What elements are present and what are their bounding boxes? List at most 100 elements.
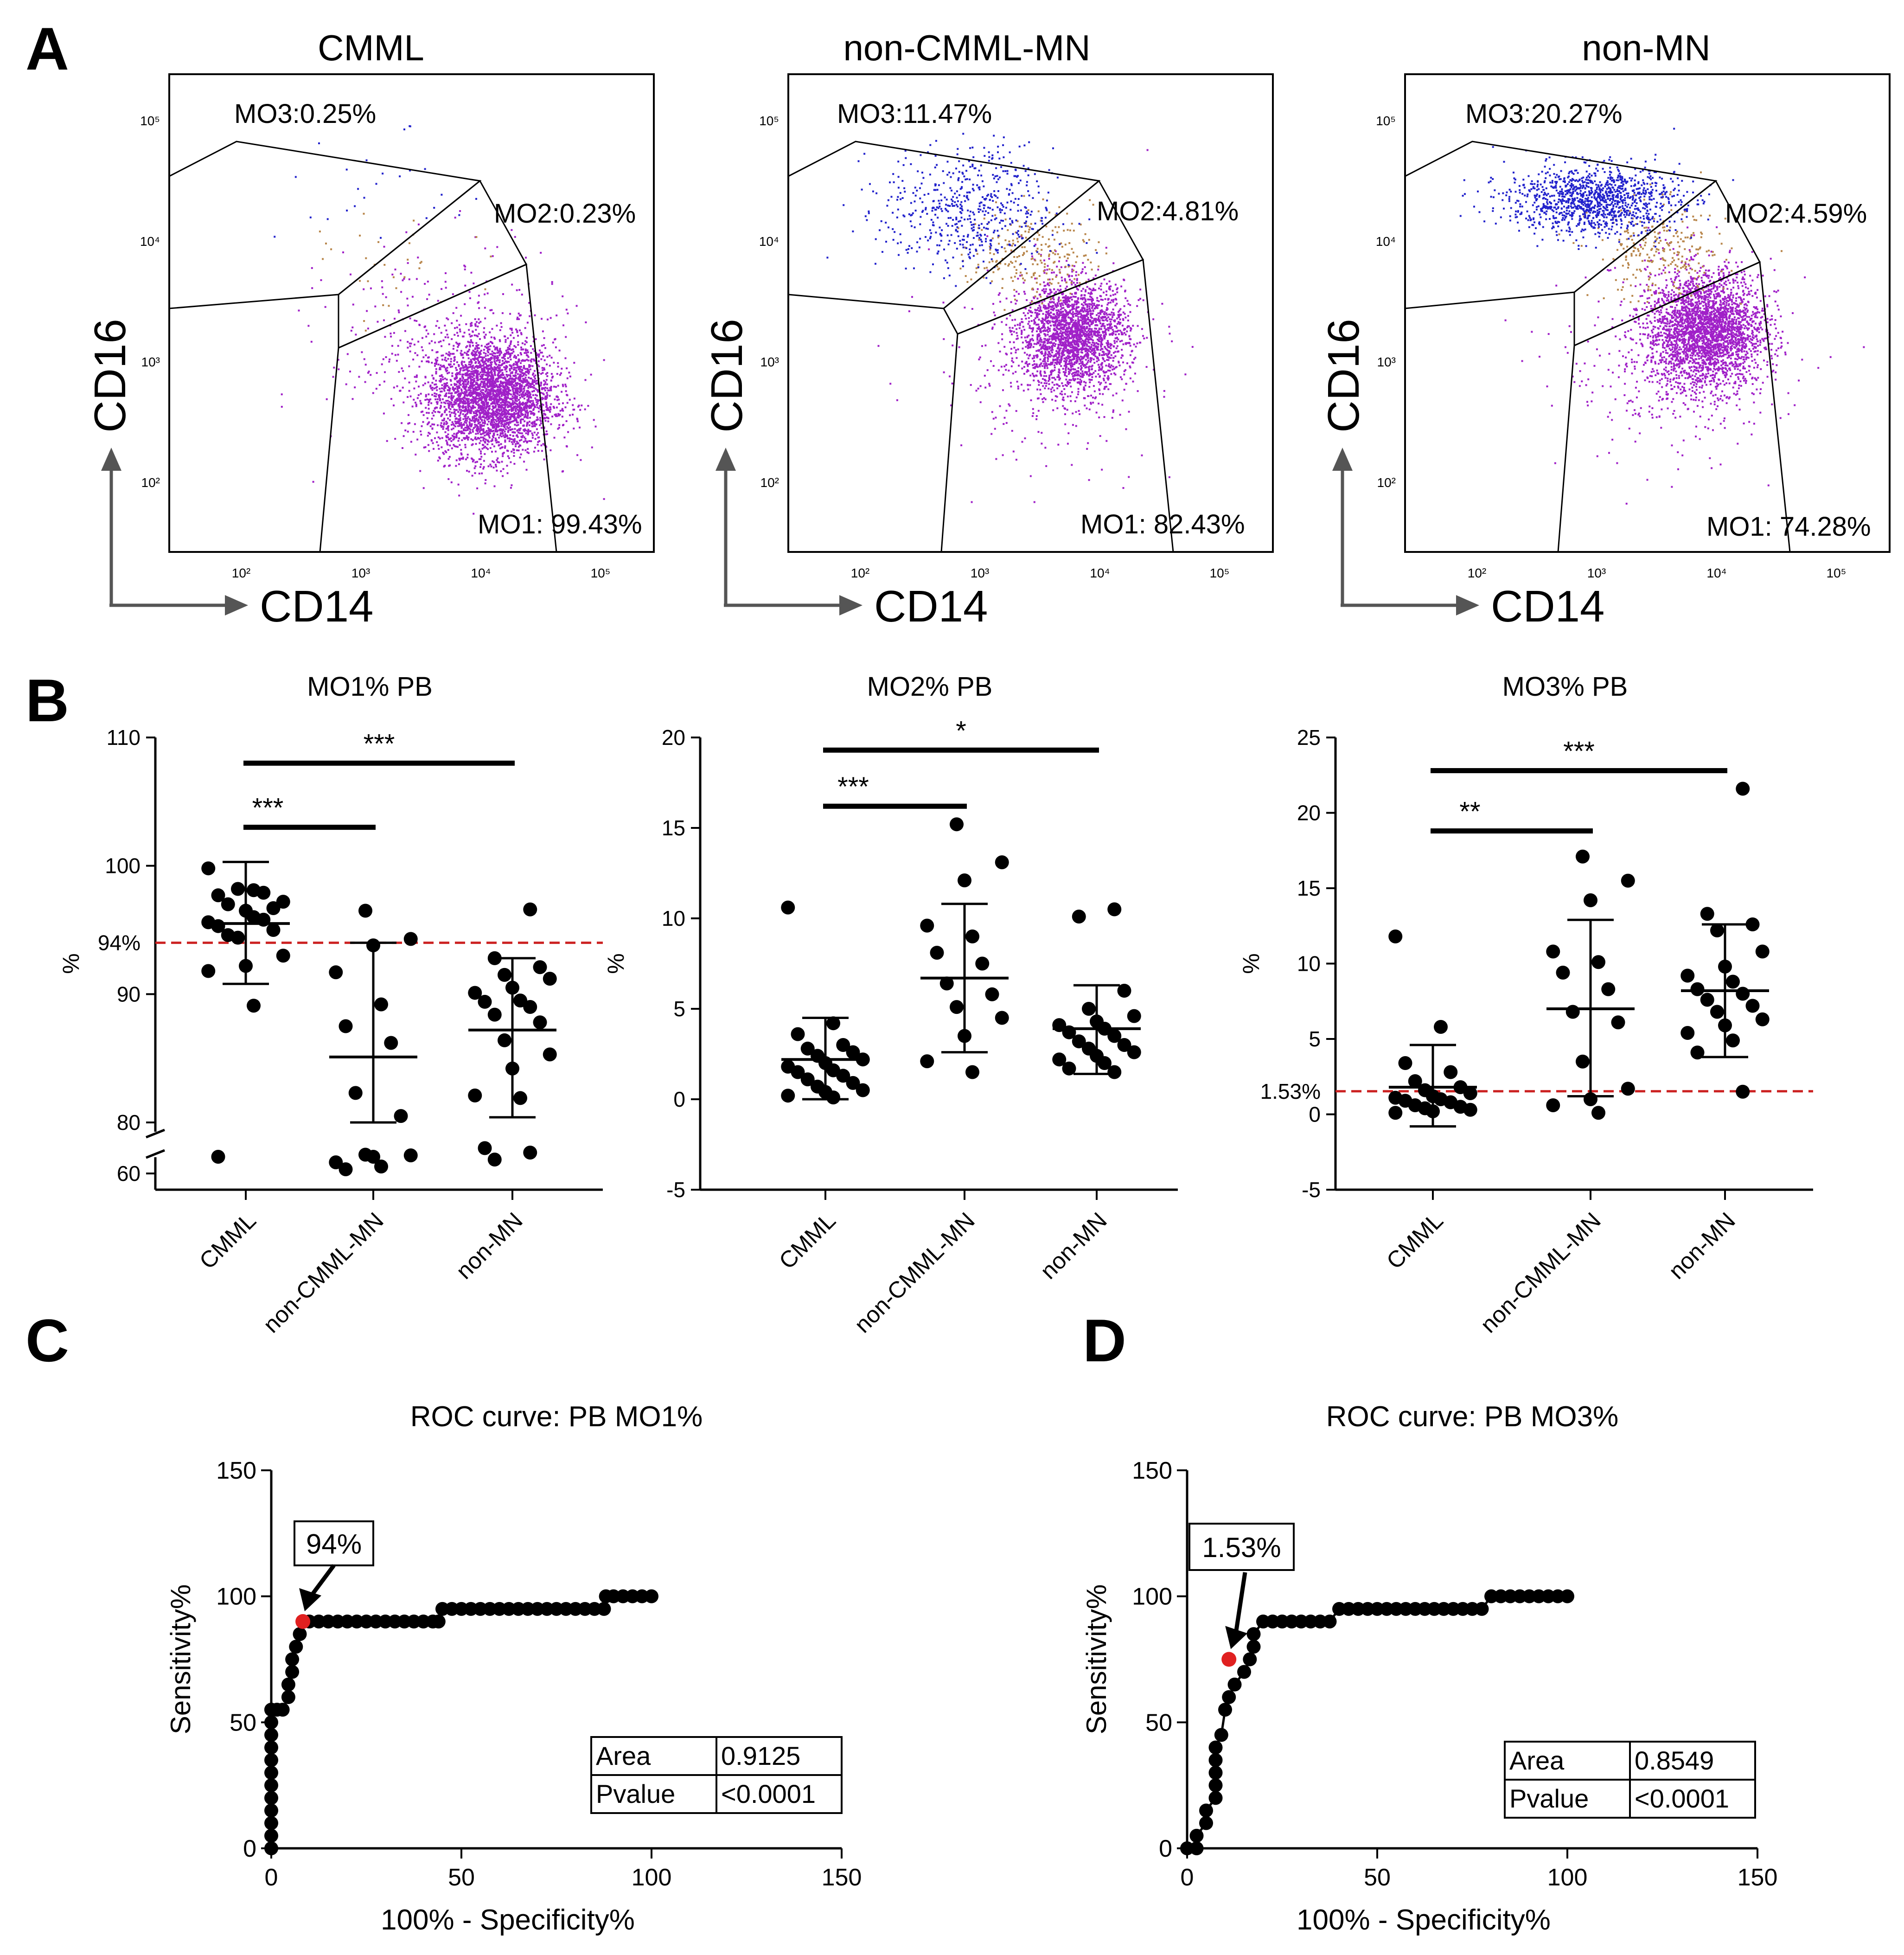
event-dot [1083,318,1085,320]
event-dot [504,441,506,443]
event-dot [520,333,523,335]
event-dot [534,378,536,380]
event-dot [1054,321,1056,323]
event-dot [518,376,520,378]
event-dot [1067,380,1069,383]
event-dot [493,421,495,423]
event-dot [518,431,519,434]
event-dot [510,406,512,408]
event-dot [467,340,469,343]
event-dot [472,366,474,368]
event-dot [1001,333,1003,335]
event-dot [465,365,467,367]
event-dot [533,390,535,392]
event-dot [467,438,469,441]
event-dot [490,465,492,468]
event-dot [1050,325,1052,327]
event-dot [466,420,468,422]
event-dot [483,432,486,434]
event-dot [1075,307,1078,309]
event-dot [509,390,511,391]
event-dot [382,304,384,306]
event-dot [1063,357,1066,359]
event-dot [1018,293,1020,295]
event-dot [504,388,506,390]
event-dot [518,414,521,417]
event-dot [459,328,461,331]
event-dot [1088,305,1091,308]
event-dot [489,380,491,382]
event-dot [1087,335,1089,338]
event-dot [449,415,451,417]
event-dot [464,410,466,413]
event-dot [475,424,478,426]
event-dot [486,364,488,366]
event-dot [470,399,472,401]
event-dot [469,344,471,346]
event-dot [500,407,502,409]
event-dot [374,305,377,308]
event-dot [513,414,516,416]
event-dot [498,385,501,387]
event-dot [1059,339,1061,341]
event-dot [492,388,494,390]
event-dot [458,344,460,346]
event-dot [474,423,476,426]
event-dot [1063,301,1065,304]
event-dot [501,461,503,463]
event-dot [532,358,535,360]
event-dot [461,375,464,378]
event-dot [456,369,458,371]
event-dot [496,409,498,411]
event-dot [1105,294,1107,296]
event-dot [455,417,458,419]
event-dot [502,475,504,477]
event-dot [545,433,547,436]
event-dot [1051,338,1053,340]
event-dot [465,409,466,411]
event-dot [499,353,501,355]
event-dot [1088,370,1090,372]
event-dot [480,424,483,426]
event-dot [507,401,509,403]
event-dot [474,437,476,440]
event-dot [1026,341,1028,344]
event-dot [439,388,441,390]
event-dot [530,396,532,398]
event-dot [1048,338,1051,340]
event-dot [1081,298,1084,301]
event-dot [361,351,363,353]
event-dot [477,401,479,403]
event-dot [479,406,480,408]
event-dot [475,443,477,445]
event-dot [486,404,488,406]
event-dot [491,438,493,441]
event-dot [450,440,453,442]
event-dot [1043,371,1046,373]
event-dot [1056,333,1058,336]
event-dot [447,372,449,374]
event-dot [513,401,516,404]
event-dot [479,385,481,387]
event-dot [1071,359,1073,361]
event-dot [1093,304,1095,306]
event-dot [530,410,533,413]
event-dot [513,384,515,386]
event-dot [578,404,580,407]
event-dot [487,431,489,434]
event-dot [473,467,476,469]
event-dot [1090,291,1092,294]
event-dot [1098,366,1100,369]
event-dot [453,353,455,355]
event-dot [458,372,460,374]
event-dot [508,401,511,404]
event-dot [497,349,499,352]
event-dot [383,380,385,383]
event-dot [515,388,517,390]
y-tick-label: 10⁴ [140,234,160,249]
event-dot [455,375,458,377]
event-dot [504,353,506,355]
event-dot [543,344,545,346]
event-dot [502,401,505,403]
